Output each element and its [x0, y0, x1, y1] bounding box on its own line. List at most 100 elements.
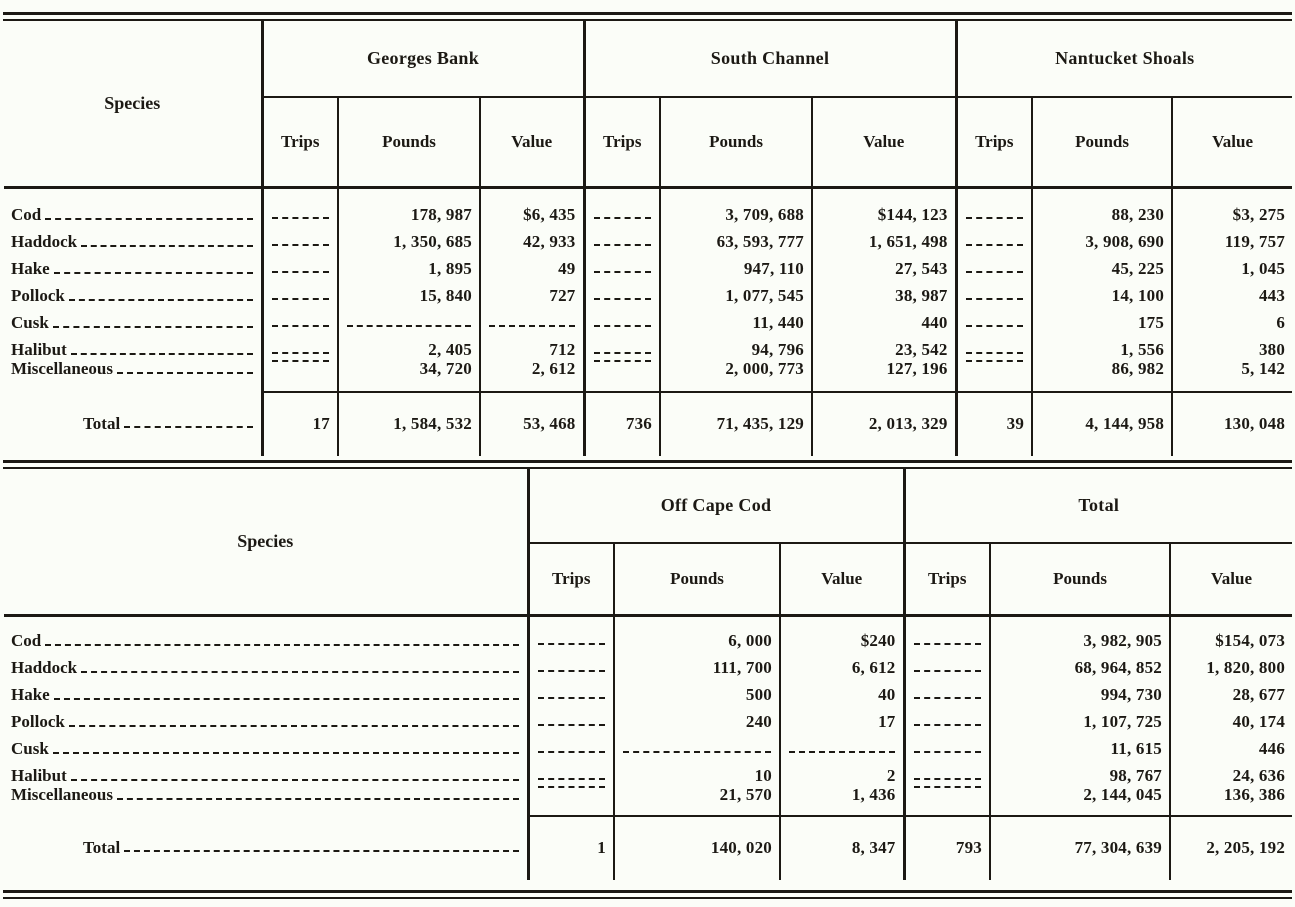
species-cell: Pollock — [4, 704, 528, 731]
value-cell: 446 — [1169, 731, 1293, 758]
total-value-cell: 736 — [582, 391, 661, 456]
value-cell: 727 — [478, 278, 585, 305]
empty-cell — [613, 731, 780, 758]
col-header-nantucket-shoals-trips: Trips — [954, 97, 1033, 189]
col-header-south-channel-value: Value — [811, 97, 957, 189]
value-cell: $154, 073 — [1169, 615, 1293, 650]
species-line: Total — [11, 415, 254, 433]
dash-filler — [965, 325, 1024, 327]
value-cell: 1, 820, 800 — [1169, 650, 1293, 677]
species-row-cod: Cod 6, 000 $240 3, 982, 905 $154, 073 — [4, 615, 1293, 650]
dash-filler — [271, 352, 329, 354]
value-cell: 2, 612 — [478, 359, 585, 392]
dash-filler — [593, 325, 652, 327]
col-header-nantucket-shoals-pounds: Pounds — [1031, 97, 1173, 189]
dotted-leader — [53, 698, 519, 700]
value-cell: 6, 000 — [613, 615, 780, 650]
species-row-cusk: Cusk 11, 615 446 — [4, 731, 1293, 758]
dash-filler — [965, 217, 1024, 219]
value-cell: 119, 757 — [1171, 224, 1293, 251]
dash-filler — [913, 670, 982, 672]
value-cell: 40 — [778, 677, 905, 704]
top-double-rule — [3, 12, 1292, 21]
value-cell: 3, 908, 690 — [1031, 224, 1173, 251]
value-cell: 2, 144, 045 — [989, 785, 1171, 816]
value-cell: 380 — [1171, 332, 1293, 359]
empty-cell — [260, 359, 338, 392]
value-cell: 136, 386 — [1169, 785, 1293, 816]
species-name: Haddock — [11, 232, 78, 251]
dash-filler — [537, 751, 605, 753]
species-line: Pollock — [11, 287, 254, 305]
value-cell: 21, 570 — [613, 785, 780, 816]
empty-cell — [260, 224, 338, 251]
dotted-leader — [45, 644, 519, 646]
value-cell: $240 — [778, 615, 905, 650]
value-cell: 127, 196 — [811, 359, 957, 392]
species-line: Hake — [11, 260, 254, 278]
total-value-cell: 140, 020 — [613, 815, 780, 880]
dash-filler — [913, 697, 982, 699]
empty-cell — [260, 305, 338, 332]
dotted-leader — [117, 371, 253, 374]
empty-cell — [526, 758, 614, 785]
empty-cell — [954, 305, 1033, 332]
species-row-pollock: Pollock 240 17 1, 107, 725 40, 174 — [4, 704, 1293, 731]
species-line: Cod — [11, 632, 520, 650]
dash-filler — [271, 325, 329, 327]
dash-filler — [537, 778, 605, 780]
dash-filler — [537, 724, 605, 726]
dotted-leader — [124, 849, 519, 852]
species-line: Cusk — [11, 740, 520, 758]
value-cell: 947, 110 — [659, 251, 813, 278]
value-cell: 17 — [778, 704, 905, 731]
value-cell: 1, 045 — [1171, 251, 1293, 278]
table-header: Species Georges Bank South Channel Nantucke… — [4, 21, 1293, 189]
dotted-leader — [81, 671, 519, 673]
empty-cell — [954, 278, 1033, 305]
value-cell: 94, 796 — [659, 332, 813, 359]
species-line: Haddock — [11, 233, 254, 251]
value-cell: 440 — [811, 305, 957, 332]
value-cell: 1, 556 — [1031, 332, 1173, 359]
species-row-pollock: Pollock 15, 840 727 1, 077, 545 38, 987 14, 1… — [4, 278, 1293, 305]
value-cell: 2, 405 — [337, 332, 480, 359]
species-cell: Cusk — [4, 305, 262, 332]
value-cell: 500 — [613, 677, 780, 704]
total-value-cell: 130, 048 — [1171, 391, 1293, 456]
empty-cell — [526, 704, 614, 731]
dash-filler — [593, 352, 652, 354]
species-cell: Cusk — [4, 731, 528, 758]
value-cell: 28, 677 — [1169, 677, 1293, 704]
dash-filler — [347, 325, 471, 327]
value-cell: 3, 709, 688 — [659, 187, 813, 224]
landings-table-lower: Species Off Cape Cod Total Trips Pounds Value… — [4, 469, 1293, 880]
value-cell: 14, 100 — [1031, 278, 1173, 305]
species-name: Haddock — [11, 658, 78, 677]
empty-cell — [902, 615, 991, 650]
species-name: Hake — [11, 259, 50, 278]
lower-table-region: Species Off Cape Cod Total Trips Pounds Value… — [0, 469, 1295, 880]
species-cell: Cod — [4, 187, 262, 224]
species-row-cusk: Cusk 11, 440 440 175 6 — [4, 305, 1293, 332]
total-label-cell: Total — [4, 392, 262, 456]
dotted-leader — [70, 353, 253, 355]
table-header: Species Off Cape Cod Total Trips Pounds Value… — [4, 469, 1293, 617]
species-cell: Halibut — [4, 758, 528, 785]
empty-cell — [260, 278, 338, 305]
dash-filler — [593, 298, 652, 300]
total-label: Total — [83, 414, 121, 434]
dotted-leader — [53, 272, 253, 274]
empty-cell — [478, 305, 585, 332]
value-cell: 5, 142 — [1171, 359, 1293, 392]
dash-filler — [271, 360, 329, 362]
col-header-nantucket-shoals-value: Value — [1171, 97, 1293, 189]
value-cell: 2, 000, 773 — [659, 359, 813, 392]
value-cell: 175 — [1031, 305, 1173, 332]
empty-cell — [582, 359, 661, 392]
empty-cell — [582, 332, 661, 359]
value-cell: 1, 895 — [337, 251, 480, 278]
empty-cell — [902, 677, 991, 704]
value-cell: 1, 651, 498 — [811, 224, 957, 251]
species-column-header: Species — [4, 469, 528, 617]
